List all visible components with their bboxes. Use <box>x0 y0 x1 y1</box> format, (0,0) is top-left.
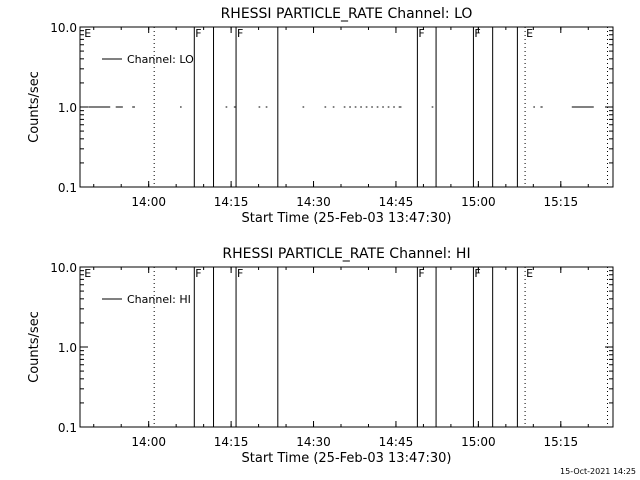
event-marker-label: E <box>84 27 91 40</box>
y-axis-label: Counts/sec <box>27 311 42 383</box>
y-tick-label: 10.0 <box>50 21 77 35</box>
x-axis-label: Start Time (25-Feb-03 13:47:30) <box>242 211 452 226</box>
plot-frame <box>79 26 614 188</box>
legend-label: Channel: HI <box>127 293 191 306</box>
y-tick-label: 0.1 <box>58 421 77 435</box>
x-tick-label: 15:00 <box>461 435 496 449</box>
event-marker-label: E <box>526 267 533 280</box>
chart-title: RHESSI PARTICLE_RATE Channel: HI <box>222 246 470 262</box>
y-tick-label: 0.1 <box>58 181 77 195</box>
x-tick-label: 15:15 <box>544 195 579 209</box>
panel-lo: RHESSI PARTICLE_RATE Channel: LO 14:00 14:… <box>27 6 614 226</box>
x-tick-label: 14:15 <box>214 195 249 209</box>
y-tick-label: 10.0 <box>50 261 77 275</box>
event-marker-label: F <box>474 267 480 280</box>
panel-hi: RHESSI PARTICLE_RATE Channel: HI 14:00 14:… <box>27 246 614 466</box>
legend-label: Channel: LO <box>127 53 194 66</box>
event-marker-label: E <box>526 27 533 40</box>
x-tick-label: 14:15 <box>214 435 249 449</box>
y-tick-label: 1.0 <box>58 101 77 115</box>
y-axis-label: Counts/sec <box>27 71 42 143</box>
event-marker-label: F <box>418 267 424 280</box>
x-tick-label: 14:30 <box>296 195 331 209</box>
x-tick-label: 14:00 <box>131 435 166 449</box>
x-tick-label: 15:00 <box>461 195 496 209</box>
plot-frame <box>79 266 614 428</box>
chart-title: RHESSI PARTICLE_RATE Channel: LO <box>221 6 473 22</box>
event-marker-label: F <box>237 267 243 280</box>
x-tick-label: 14:00 <box>131 195 166 209</box>
event-marker-label: F <box>474 27 480 40</box>
x-axis-label: Start Time (25-Feb-03 13:47:30) <box>242 451 452 466</box>
event-marker-label: E <box>84 267 91 280</box>
event-marker-label: F <box>195 27 201 40</box>
x-tick-label: 15:15 <box>544 435 579 449</box>
event-marker-label: F <box>195 267 201 280</box>
event-marker-label: F <box>237 27 243 40</box>
x-tick-label: 14:30 <box>296 435 331 449</box>
footer-timestamp: 15-Oct-2021 14:25 <box>560 467 636 476</box>
y-tick-label: 1.0 <box>58 341 77 355</box>
x-tick-label: 14:45 <box>379 435 414 449</box>
event-marker-label: F <box>418 27 424 40</box>
x-tick-label: 14:45 <box>379 195 414 209</box>
